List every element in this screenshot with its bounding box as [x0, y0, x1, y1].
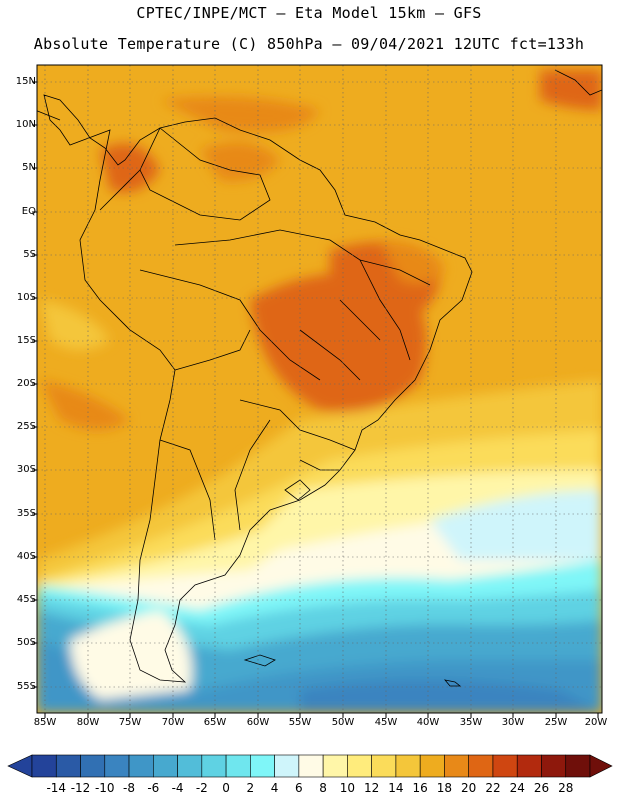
lon-label: 80W — [76, 717, 100, 728]
colorbar-label: -10 — [94, 781, 115, 795]
colorbar-cell — [104, 754, 130, 778]
colorbar-arrow-right — [589, 754, 613, 778]
colorbar-label: -12 — [70, 781, 91, 795]
lon-label: 85W — [33, 717, 57, 728]
colorbar-cell — [371, 754, 397, 778]
lat-label: 25S — [16, 421, 36, 432]
map-frame — [36, 64, 603, 714]
colorbar-cell — [541, 754, 567, 778]
map-title-line1: CPTEC/INPE/MCT – Eta Model 15km – GFS — [136, 4, 482, 22]
colorbar-cell — [444, 754, 469, 778]
colorbar-label: 28 — [558, 781, 574, 795]
colorbar-cell — [274, 754, 300, 778]
lon-label: 55W — [288, 717, 312, 728]
colorbar-label: -2 — [195, 781, 208, 795]
colorbar-cell — [516, 754, 542, 778]
colorbar-cell — [250, 754, 275, 778]
lon-label: 25W — [544, 717, 568, 728]
colorbar-cell — [80, 754, 106, 778]
colorbar-cell — [177, 754, 203, 778]
colorbar-cell — [31, 754, 57, 778]
colorbar-cell — [201, 754, 227, 778]
lat-label: 5S — [23, 249, 36, 260]
lat-label: 55S — [16, 681, 36, 692]
lat-label: 10S — [16, 292, 36, 303]
lat-label: 15S — [16, 335, 36, 346]
lon-label: 30W — [501, 717, 525, 728]
lat-label: 5N — [22, 162, 36, 173]
colorbar-cell — [419, 754, 445, 778]
colorbar-cell — [298, 754, 324, 778]
colorbar-cell — [468, 754, 494, 778]
lat-label: 20S — [16, 378, 36, 389]
lat-label: 40S — [16, 551, 36, 562]
colorbar-cell — [322, 754, 348, 778]
colorbar-label: -4 — [171, 781, 184, 795]
colorbar-label: 20 — [461, 781, 477, 795]
colorbar-label: 6 — [295, 781, 303, 795]
map-title-line2: Absolute Temperature (C) 850hPa – 09/04/… — [33, 35, 585, 53]
lon-label: 20W — [584, 717, 608, 728]
colorbar-label: 22 — [485, 781, 501, 795]
lat-label: 35S — [16, 508, 36, 519]
colorbar-label: 0 — [222, 781, 230, 795]
colorbar-label: 14 — [388, 781, 404, 795]
lon-label: 70W — [161, 717, 185, 728]
colorbar-cell — [153, 754, 178, 778]
colorbar-label: 18 — [436, 781, 453, 795]
colorbar-cell — [492, 754, 518, 778]
colorbar-label: 10 — [339, 781, 356, 795]
lat-label: EQ — [21, 206, 36, 217]
lat-label: 15N — [15, 76, 36, 87]
colorbar — [7, 754, 613, 778]
lon-label: 35W — [459, 717, 483, 728]
lat-label: 30S — [16, 464, 36, 475]
colorbar-label: 8 — [319, 781, 327, 795]
colorbar-label: -8 — [123, 781, 136, 795]
colorbar-label: 16 — [412, 781, 428, 795]
colorbar-label: 24 — [509, 781, 525, 795]
colorbar-cell — [395, 754, 421, 778]
colorbar-label: 2 — [246, 781, 255, 795]
lon-label: 65W — [203, 717, 227, 728]
graticule — [37, 65, 602, 713]
lon-label: 50W — [331, 717, 355, 728]
lon-label: 60W — [246, 717, 270, 728]
lat-label: 50S — [16, 637, 36, 648]
colorbar-cell — [55, 754, 81, 778]
lon-label: 45W — [374, 717, 398, 728]
colorbar-label: -6 — [147, 781, 160, 795]
colorbar-label: 4 — [270, 781, 279, 795]
temperature-map — [32, 64, 603, 718]
colorbar-arrow-left — [7, 754, 33, 778]
lon-label: 40W — [416, 717, 440, 728]
colorbar-label: 12 — [364, 781, 380, 795]
colorbar-cell — [565, 754, 591, 778]
colorbar-cell — [225, 754, 251, 778]
colorbar-label: 26 — [533, 781, 550, 795]
lon-label: 75W — [118, 717, 142, 728]
lat-label: 10N — [15, 119, 36, 130]
lat-label: 45S — [16, 594, 36, 605]
colorbar-cell — [347, 754, 372, 778]
colorbar-cell — [128, 754, 154, 778]
colorbar-label: -14 — [46, 781, 67, 795]
